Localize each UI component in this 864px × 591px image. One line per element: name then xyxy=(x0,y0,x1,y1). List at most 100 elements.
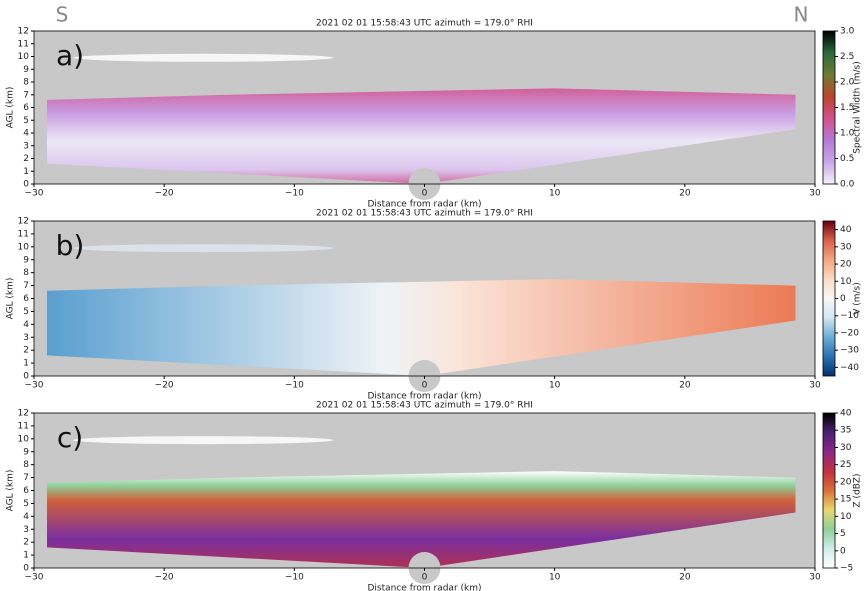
x-tick-label: −30 xyxy=(25,381,44,391)
y-tick-label: 7 xyxy=(23,281,29,291)
colorbar-tick-label: 40 xyxy=(840,225,852,235)
colorbar-tick-label: 0.0 xyxy=(840,180,855,190)
y-tick-label: 0 xyxy=(23,372,29,382)
colorbar-tick-label: 15 xyxy=(840,495,851,505)
radar-field xyxy=(47,471,796,568)
colorbar-tick-label: −30 xyxy=(840,346,859,356)
radar-field xyxy=(47,88,796,184)
colorbar-tick-label: 0 xyxy=(840,546,846,556)
y-tick-label: 4 xyxy=(23,129,29,139)
colorbar-tick-label: 35 xyxy=(840,426,851,436)
x-tick-label: −20 xyxy=(155,381,174,391)
x-tick-label: 0 xyxy=(422,573,428,583)
x-tick-label: 0 xyxy=(422,189,428,199)
x-tick-label: 10 xyxy=(549,381,561,391)
y-tick-label: 12 xyxy=(18,409,29,419)
x-axis-label: Distance from radar (km) xyxy=(367,392,481,402)
colorbar-tick-label: 2.0 xyxy=(840,78,855,88)
colorbar xyxy=(822,220,836,377)
colorbar-tick-label: −5 xyxy=(840,564,853,574)
colorbar-label: V (m/s) xyxy=(853,282,863,315)
y-tick-label: 7 xyxy=(23,473,29,483)
upper-layer xyxy=(73,53,334,62)
chart-title: 2021 02 01 15:58:43 UTC azimuth = 179.0°… xyxy=(316,401,533,411)
colorbar-label: Spectral Width (m/s) xyxy=(853,61,863,154)
y-tick-label: 10 xyxy=(18,52,30,62)
x-tick-label: 20 xyxy=(679,189,691,199)
radar-field xyxy=(47,279,796,376)
colorbar-tick-label: 1.5 xyxy=(840,103,854,113)
y-tick-label: 11 xyxy=(18,39,29,49)
y-tick-label: 3 xyxy=(23,333,29,343)
x-tick-label: 30 xyxy=(809,381,821,391)
y-tick-label: 9 xyxy=(23,65,29,75)
colorbar-tick-label: −40 xyxy=(840,363,859,373)
x-tick-label: 30 xyxy=(809,189,821,199)
x-tick-label: −20 xyxy=(155,189,174,199)
colorbar xyxy=(822,412,836,569)
colorbar-tick-label: −10 xyxy=(840,311,859,321)
y-tick-label: 1 xyxy=(23,551,29,561)
colorbar xyxy=(822,30,836,185)
x-tick-label: −10 xyxy=(285,573,304,583)
y-tick-label: 11 xyxy=(18,421,29,431)
chart-title: 2021 02 01 15:58:43 UTC azimuth = 179.0°… xyxy=(316,209,533,219)
x-tick-label: 20 xyxy=(679,381,691,391)
compass-right: N xyxy=(794,3,809,27)
colorbar-tick-label: 30 xyxy=(840,242,852,252)
x-axis-label: Distance from radar (km) xyxy=(367,584,481,591)
colorbar-tick-label: 0.5 xyxy=(840,154,854,164)
y-axis-label: AGL (km) xyxy=(6,278,16,320)
colorbar-tick-label: 0 xyxy=(840,294,846,304)
chart-title: 2021 02 01 15:58:43 UTC azimuth = 179.0°… xyxy=(316,19,533,29)
y-tick-label: 1 xyxy=(23,359,29,369)
y-tick-label: 3 xyxy=(23,141,29,151)
y-tick-label: 0 xyxy=(23,180,29,190)
x-tick-label: −10 xyxy=(285,381,304,391)
y-axis-label: AGL (km) xyxy=(6,87,16,129)
y-tick-label: 5 xyxy=(23,116,29,126)
panel-label: a) xyxy=(56,39,84,72)
colorbar-tick-label: 10 xyxy=(840,512,852,522)
y-tick-label: 9 xyxy=(23,255,29,265)
x-tick-label: 0 xyxy=(422,381,428,391)
colorbar-tick-label: 2.5 xyxy=(840,52,854,62)
colorbar-tick-label: 5 xyxy=(840,529,846,539)
x-tick-label: −10 xyxy=(285,189,304,199)
y-tick-label: 11 xyxy=(18,229,29,239)
y-tick-label: 4 xyxy=(23,320,29,330)
upper-layer xyxy=(73,436,334,445)
y-tick-label: 8 xyxy=(23,78,29,88)
y-tick-label: 7 xyxy=(23,90,29,100)
y-tick-label: 10 xyxy=(18,242,30,252)
y-tick-label: 5 xyxy=(23,499,29,509)
y-tick-label: 4 xyxy=(23,512,29,522)
colorbar-tick-label: 20 xyxy=(840,477,852,487)
y-tick-label: 0 xyxy=(23,564,29,574)
y-tick-label: 2 xyxy=(23,346,29,356)
x-tick-label: −20 xyxy=(155,573,174,583)
colorbar-tick-label: 1.0 xyxy=(840,129,855,139)
panel-label: c) xyxy=(57,421,83,454)
colorbar-tick-label: 20 xyxy=(840,260,852,270)
y-tick-label: 12 xyxy=(18,217,29,227)
colorbar-tick-label: 10 xyxy=(840,277,852,287)
x-tick-label: 10 xyxy=(549,189,561,199)
x-axis-label: Distance from radar (km) xyxy=(367,200,481,210)
upper-layer xyxy=(73,244,334,253)
panel: 2021 02 01 15:58:43 UTC azimuth = 179.0°… xyxy=(6,401,863,591)
panel: 2021 02 01 15:58:43 UTC azimuth = 179.0°… xyxy=(6,19,863,210)
x-tick-label: −30 xyxy=(25,573,44,583)
x-tick-label: 20 xyxy=(679,573,691,583)
colorbar-tick-label: 3.0 xyxy=(840,27,855,37)
colorbar-label: Z (dBZ) xyxy=(853,473,863,507)
y-tick-label: 1 xyxy=(23,167,29,177)
y-tick-label: 8 xyxy=(23,460,29,470)
y-tick-label: 6 xyxy=(23,294,29,304)
x-tick-label: 10 xyxy=(549,573,561,583)
y-tick-label: 2 xyxy=(23,538,29,548)
x-tick-label: −30 xyxy=(25,189,44,199)
y-tick-label: 12 xyxy=(18,27,29,37)
colorbar-tick-label: 40 xyxy=(840,409,852,419)
